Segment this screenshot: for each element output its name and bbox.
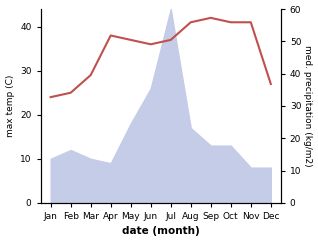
Y-axis label: max temp (C): max temp (C) bbox=[5, 75, 15, 137]
Y-axis label: med. precipitation (kg/m2): med. precipitation (kg/m2) bbox=[303, 45, 313, 167]
X-axis label: date (month): date (month) bbox=[122, 227, 200, 236]
